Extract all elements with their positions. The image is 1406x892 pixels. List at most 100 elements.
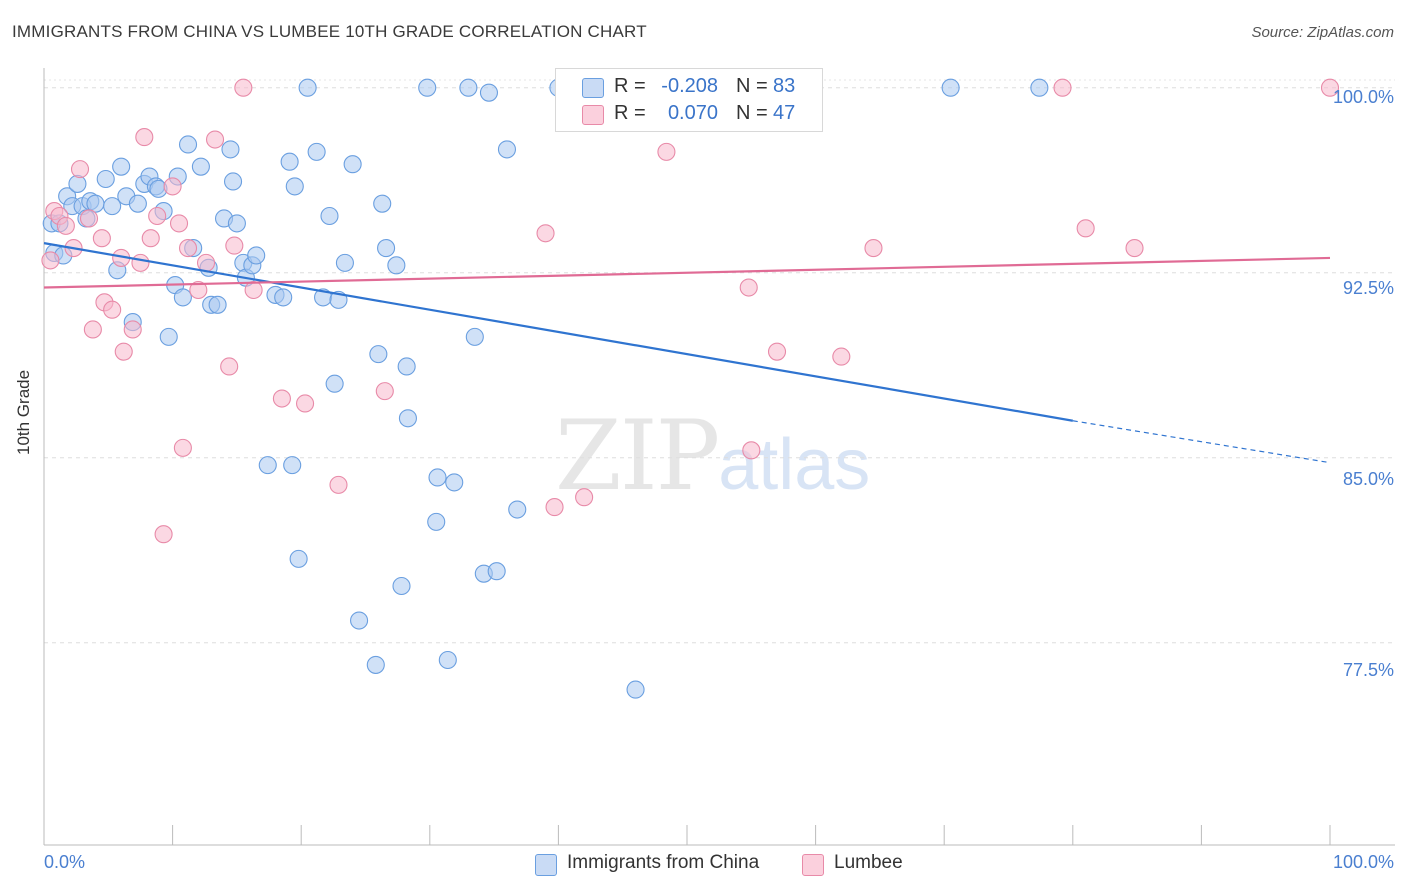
china-point (377, 239, 396, 258)
lumbee-point (103, 300, 122, 319)
lumbee-point (329, 475, 348, 494)
lumbee-point (220, 357, 239, 376)
china-point (350, 611, 369, 630)
china-point (221, 140, 240, 159)
china-point (1030, 78, 1049, 97)
lumbee-point (205, 130, 225, 149)
china-point (335, 253, 354, 272)
china-point (626, 680, 645, 699)
lumbee-point (1076, 219, 1095, 238)
lumbee-point (225, 236, 244, 255)
china-point (274, 288, 293, 307)
china-point (418, 78, 437, 97)
lumbee-point (536, 224, 555, 243)
lumbee-point (244, 280, 263, 300)
china-point (320, 206, 339, 226)
y-tick-77-5: 77.5% (1342, 660, 1394, 680)
y-tick-85: 85.0% (1342, 469, 1394, 489)
china-point (343, 155, 362, 174)
legend-n-label: N = (736, 75, 768, 97)
lumbee-point (70, 160, 90, 179)
lumbee-point (234, 78, 253, 97)
legend-row-lumbee: R = 0.070 N = 47 (556, 100, 822, 128)
china-trend-extension (1072, 420, 1331, 464)
china-point (227, 214, 246, 233)
china-point (208, 295, 227, 314)
china-point (283, 456, 302, 475)
legend-n-value: 47 (773, 102, 796, 124)
lumbee-point (178, 239, 198, 258)
lumbee-point (272, 389, 291, 408)
china-point (373, 194, 392, 213)
china-point (173, 288, 192, 307)
lumbee-point (742, 441, 761, 460)
lumbee-point (296, 394, 315, 413)
china-point (428, 468, 447, 487)
china-point (479, 83, 499, 102)
watermark-atlas: atlas (718, 425, 871, 505)
china-point (298, 78, 317, 97)
china-point (128, 194, 147, 213)
lumbee-point (163, 177, 182, 196)
china-point (289, 549, 308, 568)
legend-label-china: Immigrants from China (567, 852, 760, 873)
lumbee-point (141, 229, 160, 248)
legend-r-label: R = (614, 75, 646, 97)
china-point (247, 246, 266, 265)
china-point (280, 152, 299, 171)
china-point (369, 345, 388, 364)
china-point (223, 172, 243, 191)
lumbee-point (1320, 78, 1340, 97)
lumbee-point (545, 498, 564, 517)
china-point (497, 140, 517, 159)
legend-r-value: 0.070 (667, 102, 718, 124)
china-point (159, 327, 178, 346)
legend-swatch-lumbee (582, 105, 604, 125)
china-point (387, 256, 406, 275)
china-point (103, 197, 122, 216)
lumbee-point (169, 214, 189, 233)
lumbee-point (173, 438, 192, 457)
china-point (68, 174, 87, 193)
china-point (258, 456, 277, 475)
china-point (508, 500, 527, 519)
lumbee-trend-line (43, 256, 1331, 289)
lumbee-point (154, 525, 173, 544)
lumbee-point (575, 488, 594, 507)
china-point (96, 169, 115, 189)
china-trend-line (43, 242, 1073, 422)
china-point (438, 650, 457, 670)
china-point (427, 512, 446, 531)
lumbee-point (41, 251, 60, 270)
lumbee-point (375, 382, 394, 401)
lumbee-point (864, 239, 883, 258)
china-point (397, 357, 416, 376)
lumbee-point (1053, 78, 1072, 97)
legend-row-china: R = -0.208 N = 83 (556, 73, 822, 101)
y-tick-100: 100.0% (1332, 87, 1394, 107)
lumbee-point (767, 342, 787, 361)
china-point (325, 374, 344, 393)
china-point (392, 576, 411, 596)
lumbee-point (1125, 239, 1144, 258)
china-point (285, 177, 304, 196)
lumbee-point (832, 347, 851, 366)
lumbee-point (189, 280, 208, 300)
lumbee-point (56, 216, 75, 235)
lumbee-point (739, 278, 758, 297)
legend-r-label: R = (614, 102, 646, 124)
lumbee-point (79, 209, 99, 228)
x-tick-0: 0.0% (44, 852, 86, 872)
china-point (307, 142, 326, 161)
chart-title: IMMIGRANTS FROM CHINA VS LUMBEE 10TH GRA… (12, 22, 647, 41)
chart-source: Source: ZipAtlas.com (1251, 24, 1394, 41)
lumbee-point (131, 253, 150, 272)
legend-swatch-china (582, 78, 604, 98)
legend-n-label: N = (736, 102, 768, 124)
correlation-legend: R = -0.208 N = 83 R = 0.070 N = 47 (555, 68, 823, 132)
lumbee-point (657, 142, 676, 161)
china-point (112, 157, 131, 176)
lumbee-point (196, 253, 216, 272)
lumbee-point (114, 342, 133, 361)
